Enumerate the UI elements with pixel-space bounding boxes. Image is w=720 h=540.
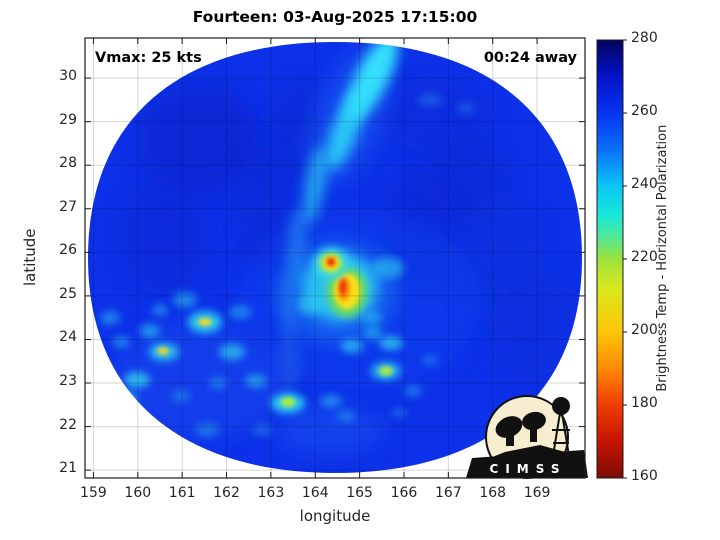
x-axis-label: longitude: [299, 507, 371, 525]
time-away-annotation: 00:24 away: [483, 50, 577, 66]
colorbar-tick-label: 240: [631, 176, 658, 192]
y-tick-label: 29: [59, 111, 77, 128]
y-tick-label: 25: [59, 285, 77, 302]
colorbar-tick-label: 160: [631, 468, 658, 484]
y-tick-label: 28: [59, 155, 77, 172]
y-tick-label: 24: [59, 329, 77, 346]
plot-title: Fourteen: 03-Aug-2025 17:15:00: [192, 8, 478, 26]
logo-text: CIMSS: [490, 462, 567, 476]
x-tick-label: 162: [213, 485, 240, 501]
y-tick-label: 30: [59, 68, 77, 85]
tick-marks: [85, 38, 585, 478]
x-tick-label: 163: [257, 485, 285, 501]
x-tick-label: 160: [124, 485, 152, 501]
y-tick-label: 23: [59, 373, 77, 390]
logo-banner: [466, 450, 588, 478]
colorbar-tick-label: 200: [631, 322, 658, 338]
colorbar-tick-label: 260: [631, 103, 658, 119]
y-tick-label: 22: [59, 416, 77, 433]
y-tick-label: 26: [59, 242, 77, 259]
x-tick-label: 168: [479, 485, 507, 501]
y-tick-label: 21: [59, 460, 77, 477]
colorbar-tick-label: 280: [631, 30, 658, 46]
x-tick-label: 161: [168, 485, 196, 501]
axes-frame: [84, 37, 586, 479]
x-tick-label: 167: [434, 485, 462, 501]
x-tick-label: 166: [390, 485, 418, 501]
x-tick-label: 164: [301, 485, 329, 501]
swath-disc: [88, 42, 582, 473]
colorbar: [596, 39, 624, 479]
x-tick-label: 169: [523, 485, 551, 501]
vmax-annotation: Vmax: 25 kts: [95, 50, 202, 66]
y-axis-label: latitude: [20, 228, 39, 287]
water-tower-icon: [552, 412, 570, 457]
water-tower-tank: [552, 397, 570, 415]
x-tick-label: 165: [346, 485, 373, 501]
colorbar-tick-marks: [623, 39, 627, 479]
x-tick-label: 159: [80, 485, 107, 501]
colorbar-tick-label: 220: [631, 249, 658, 265]
colorbar-tick-label: 180: [631, 395, 658, 411]
y-tick-label: 27: [59, 198, 77, 215]
